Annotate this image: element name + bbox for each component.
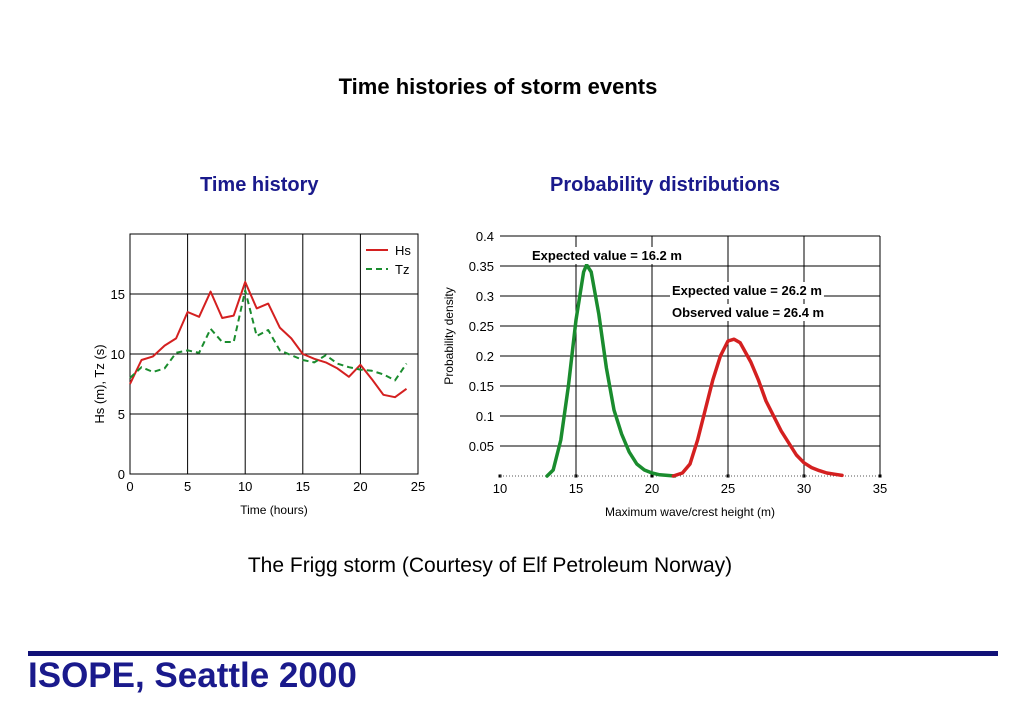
prob-annotation-bg <box>670 282 824 299</box>
prob-ytick-label: 0.4 <box>476 229 494 244</box>
prob-xtick-label: 20 <box>645 481 659 496</box>
time-history-ytick-label: 0 <box>118 467 125 482</box>
footer-title: ISOPE, Seattle 2000 <box>28 656 357 695</box>
prob-xtick-label: 10 <box>493 481 507 496</box>
prob-ytick-label: 0.15 <box>469 379 494 394</box>
prob-distribution-curve-1 <box>545 263 677 478</box>
prob-xtick-label: 35 <box>873 481 887 496</box>
time-history-series-hs <box>129 281 408 399</box>
prob-ytick-label: 0.35 <box>469 259 494 274</box>
prob-ytick-label: 0.2 <box>476 349 494 364</box>
prob-xtick-label: 15 <box>569 481 583 496</box>
prob-ytick-label: 0.3 <box>476 289 494 304</box>
slide-title: Time histories of storm events <box>338 74 658 99</box>
prob-distribution-curve-2 <box>671 337 844 478</box>
prob-annotation-bg <box>530 247 684 264</box>
time-history-xlabel: Time (hours) <box>240 503 308 517</box>
prob-annotation-bg <box>670 304 827 321</box>
probability-title: Probability distributions <box>550 174 781 196</box>
prob-xtick-label: 30 <box>797 481 811 496</box>
prob-annotation-2: Expected value = 26.2 m <box>672 283 822 298</box>
time-history-xtick-label: 10 <box>238 479 252 494</box>
prob-xlabel: Maximum wave/crest height (m) <box>605 505 775 519</box>
prob-xtick-mark <box>650 474 654 478</box>
time-history-xtick-label: 15 <box>296 479 310 494</box>
time-history-series-tz <box>129 289 408 382</box>
time-history-xtick-label: 0 <box>126 479 133 494</box>
time-history-ylabel: Hs (m), Tz (s) <box>92 344 107 423</box>
time-history-xtick-label: 5 <box>184 479 191 494</box>
time-history-xtick-label: 20 <box>353 479 367 494</box>
time-history-ytick-label: 15 <box>111 287 125 302</box>
legend-label-tz: Tz <box>395 262 409 277</box>
prob-ytick-label: 0.05 <box>469 439 494 454</box>
prob-annotation-1: Expected value = 16.2 m <box>532 248 682 263</box>
prob-ytick-label: 0.1 <box>476 409 494 424</box>
time-history-ytick-label: 5 <box>118 407 125 422</box>
time-history-title: Time history <box>200 174 319 196</box>
caption: The Frigg storm (Courtesy of Elf Petrole… <box>247 554 733 577</box>
time-history-ytick-label: 10 <box>111 347 125 362</box>
prob-ytick-label: 0.25 <box>469 319 494 334</box>
prob-ylabel: Probability density <box>442 287 456 384</box>
prob-annotation-3: Observed value = 26.4 m <box>672 305 824 320</box>
time-history-xtick-label: 25 <box>411 479 425 494</box>
legend-label-hs: Hs <box>395 243 411 258</box>
prob-xtick-label: 25 <box>721 481 735 496</box>
prob-xtick-mark <box>878 474 882 478</box>
footer-divider <box>28 651 998 656</box>
